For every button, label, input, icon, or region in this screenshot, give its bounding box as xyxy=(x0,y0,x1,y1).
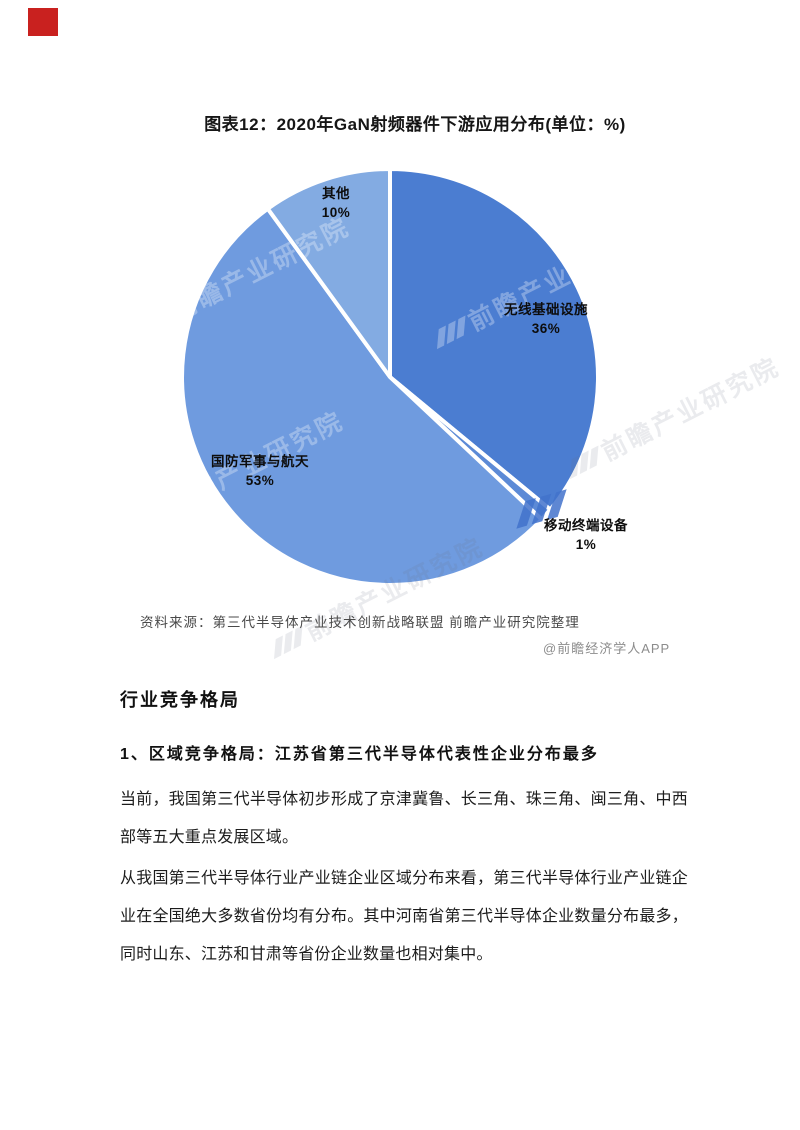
pie-label-name: 移动终端设备 xyxy=(544,518,628,533)
body-paragraph: 当前，我国第三代半导体初步形成了京津冀鲁、长三角、珠三角、闽三角、中西部等五大重… xyxy=(120,791,688,846)
qianzhan-logo-icon xyxy=(271,625,305,659)
pie-label-value: 53% xyxy=(245,473,275,488)
pie-label-value: 10% xyxy=(321,205,351,220)
section-heading: 行业竞争格局 xyxy=(120,690,240,710)
pie-label-wireless-infrastructure: 无线基础设施 36% xyxy=(504,300,588,338)
pie-slice-wireless-infrastructure xyxy=(388,167,600,512)
red-marker xyxy=(28,8,58,36)
body-paragraph: 从我国第三代半导体行业产业链企业区域分布来看，第三代半导体行业产业链企业在全国绝… xyxy=(120,870,688,963)
pie-label-name: 国防军事与航天 xyxy=(211,454,309,469)
watermark-text: 前瞻产业研究院 xyxy=(597,352,785,467)
pie-label-value: 36% xyxy=(531,321,561,336)
pie-label-other: 其他 10% xyxy=(322,184,351,222)
pie-label-name: 无线基础设施 xyxy=(504,302,588,317)
pie-label-name: 其他 xyxy=(322,186,350,201)
pie-label-value: 1% xyxy=(575,537,597,552)
pie-label-mobile-terminal-devices: 移动终端设备 1% xyxy=(544,516,628,554)
pie-slice-other xyxy=(265,167,392,379)
source-line: 资料来源：第三代半导体产业技术创新战略联盟 前瞻产业研究院整理 xyxy=(140,615,580,630)
pie-slice-defense-military-aerospace xyxy=(180,206,544,587)
qianzhan-logo-icon xyxy=(131,499,165,533)
chart-title: 图表12：2020年GaN射频器件下游应用分布(单位：%) xyxy=(204,115,626,134)
credit-line: @前瞻经济学人APP xyxy=(543,641,671,656)
pie-label-defense-military-aerospace: 国防军事与航天 53% xyxy=(211,452,309,490)
section-subheading: 1、区域竞争格局：江苏省第三代半导体代表性企业分布最多 xyxy=(120,746,599,763)
pie-chart xyxy=(180,167,600,587)
